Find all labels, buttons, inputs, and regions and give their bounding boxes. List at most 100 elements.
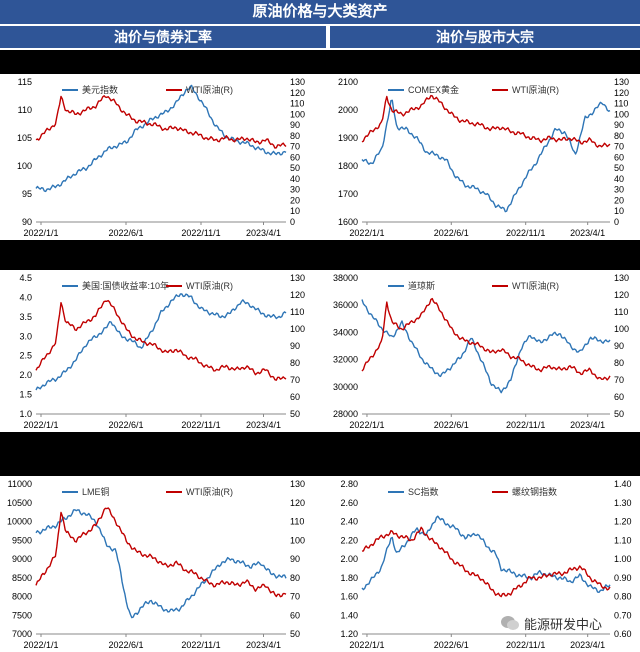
y-right-tick-label: 70 xyxy=(290,375,300,385)
y-left-tick-label: 1800 xyxy=(338,161,358,171)
y-left-tick-label: 8000 xyxy=(12,592,32,602)
y-right-tick-label: 1.40 xyxy=(614,479,632,489)
x-tick-label: 2023/4/1 xyxy=(570,420,605,430)
y-left-tick-label: 32000 xyxy=(333,355,358,365)
y-left-tick-label: 1.0 xyxy=(19,409,32,419)
x-tick-label: 2022/11/1 xyxy=(506,228,545,238)
y-right-tick-label: 120 xyxy=(614,290,629,300)
y-right-tick-label: 50 xyxy=(290,409,300,419)
chart-dollar-index: 9095100105110115010203040506070809010011… xyxy=(0,74,316,240)
y-left-tick-label: 34000 xyxy=(333,327,358,337)
legend-label: LME铜 xyxy=(82,486,110,497)
y-left-tick-label: 95 xyxy=(22,189,32,199)
y-left-tick-label: 1.80 xyxy=(340,573,358,583)
x-tick-label: 2022/6/1 xyxy=(434,640,469,650)
series-line-right xyxy=(361,297,611,381)
series-line-left xyxy=(361,99,611,213)
y-right-tick-label: 1.20 xyxy=(614,517,632,527)
y-right-tick-label: 110 xyxy=(614,307,628,317)
right-section-header: 油价与股市大宗 xyxy=(330,26,640,48)
y-left-tick-label: 3.0 xyxy=(19,331,32,341)
y-left-tick-label: 7000 xyxy=(12,629,32,639)
legend-label: 美元指数 xyxy=(82,84,118,95)
y-left-tick-label: 1900 xyxy=(338,133,358,143)
y-right-tick-label: 110 xyxy=(290,517,304,527)
chart-sc-rebar: 1.20 1.40 1.60 1.80 2.00 2.20 2.40 2.60 2.80 0.60… xyxy=(326,476,640,652)
series-line-right xyxy=(35,95,287,149)
x-tick-label: 2023/4/1 xyxy=(570,228,605,238)
y-left-tick-label: 2000 xyxy=(338,105,358,115)
y-right-tick-label: 100 xyxy=(614,109,629,119)
chart-us10y-yield: 1.0 1.5 2.0 2.5 3.0 3.5 4.0 4.5 50 60 70 80 90 100 110… xyxy=(0,270,316,432)
chart-dow-jones: 28000 30000 32000 34000 36000 38000 50 60 70 80 90… xyxy=(326,270,640,432)
x-tick-label: 2022/1/1 xyxy=(23,640,58,650)
y-right-tick-label: 50 xyxy=(614,163,624,173)
y-right-tick-label: 80 xyxy=(614,358,624,368)
y-left-tick-label: 9000 xyxy=(12,554,32,564)
x-tick-label: 2022/6/1 xyxy=(108,420,143,430)
y-right-tick-label: 130 xyxy=(614,273,629,283)
y-right-tick-label: 110 xyxy=(614,99,628,109)
y-right-tick-label: 10 xyxy=(614,206,624,216)
y-right-tick-label: 100 xyxy=(290,324,305,334)
y-left-tick-label: 1.20 xyxy=(340,629,358,639)
x-tick-label: 2023/4/1 xyxy=(246,228,281,238)
y-right-tick-label: 100 xyxy=(614,324,629,334)
y-right-tick-label: 1.30 xyxy=(614,498,632,508)
y-left-tick-label: 2.40 xyxy=(340,517,358,527)
y-right-tick-label: 50 xyxy=(290,629,300,639)
series-line-left xyxy=(35,509,287,619)
x-tick-label: 2023/4/1 xyxy=(246,420,281,430)
series-line-right xyxy=(35,299,287,381)
y-right-tick-label: 70 xyxy=(290,592,300,602)
y-right-tick-label: 60 xyxy=(290,392,300,402)
x-tick-label: 2022/1/1 xyxy=(23,420,58,430)
y-left-tick-label: 28000 xyxy=(333,409,358,419)
y-right-tick-label: 30 xyxy=(614,185,624,195)
y-right-tick-label: 60 xyxy=(614,152,624,162)
x-tick-label: 2022/1/1 xyxy=(23,228,58,238)
y-right-tick-label: 10 xyxy=(290,206,300,216)
series-line-right xyxy=(361,526,611,598)
y-left-tick-label: 105 xyxy=(17,133,32,143)
separator-band xyxy=(0,240,640,270)
y-right-tick-label: 120 xyxy=(614,88,629,98)
y-left-tick-label: 1700 xyxy=(338,189,358,199)
y-left-tick-label: 8500 xyxy=(12,573,32,583)
y-right-tick-label: 40 xyxy=(614,174,624,184)
y-left-tick-label: 2.80 xyxy=(340,479,358,489)
y-right-tick-label: 80 xyxy=(290,131,300,141)
y-right-tick-label: 60 xyxy=(290,610,300,620)
y-right-tick-label: 60 xyxy=(290,152,300,162)
y-right-tick-label: 50 xyxy=(614,409,624,419)
y-left-tick-label: 2100 xyxy=(338,77,358,87)
y-right-tick-label: 120 xyxy=(290,498,305,508)
y-right-tick-label: 70 xyxy=(614,375,624,385)
y-left-tick-label: 10000 xyxy=(7,517,32,527)
wechat-icon xyxy=(501,616,519,630)
y-left-tick-label: 110 xyxy=(18,105,32,115)
y-left-tick-label: 2.0 xyxy=(19,370,32,380)
x-tick-label: 2022/11/1 xyxy=(181,640,220,650)
x-tick-label: 2022/1/1 xyxy=(349,640,384,650)
y-right-tick-label: 90 xyxy=(614,120,624,130)
y-right-tick-label: 80 xyxy=(614,131,624,141)
x-tick-label: 2022/11/1 xyxy=(181,420,220,430)
chart-comex-gold: 1600 1700 1800 1900 2000 2100 0102030405060708… xyxy=(326,74,640,240)
y-right-tick-label: 30 xyxy=(290,185,300,195)
y-right-tick-label: 70 xyxy=(290,142,300,152)
y-left-tick-label: 7500 xyxy=(12,610,32,620)
x-tick-label: 2022/11/1 xyxy=(506,640,545,650)
left-section-header: 油价与债券汇率 xyxy=(0,26,326,48)
y-right-tick-label: 90 xyxy=(290,554,300,564)
y-right-tick-label: 1.00 xyxy=(614,554,632,564)
y-right-tick-label: 90 xyxy=(290,341,300,351)
legend-label: WTI原油(R) xyxy=(186,84,233,95)
x-tick-label: 2022/6/1 xyxy=(434,228,469,238)
y-left-tick-label: 30000 xyxy=(333,382,358,392)
y-right-tick-label: 120 xyxy=(290,290,305,300)
y-right-tick-label: 0.90 xyxy=(614,573,632,583)
y-right-tick-label: 130 xyxy=(614,77,629,87)
y-right-tick-label: 90 xyxy=(290,120,300,130)
x-tick-label: 2022/6/1 xyxy=(108,228,143,238)
